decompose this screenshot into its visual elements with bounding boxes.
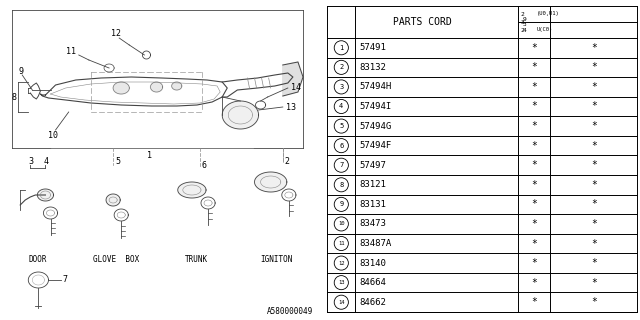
Text: 57497: 57497: [360, 161, 387, 170]
Text: *: *: [531, 258, 538, 268]
Text: 13: 13: [286, 102, 296, 111]
Polygon shape: [150, 82, 163, 92]
Polygon shape: [37, 189, 54, 201]
Text: *: *: [591, 238, 596, 249]
Text: 7: 7: [339, 162, 344, 168]
Text: 83131: 83131: [360, 200, 387, 209]
Text: *: *: [591, 297, 596, 307]
Text: *: *: [591, 141, 596, 151]
Text: 3: 3: [28, 157, 33, 166]
Text: 83487A: 83487A: [360, 239, 392, 248]
Text: 3: 3: [339, 84, 344, 90]
Text: IGNITON: IGNITON: [260, 255, 293, 265]
Text: 9: 9: [18, 68, 23, 76]
Text: *: *: [591, 199, 596, 209]
Polygon shape: [106, 194, 120, 206]
Text: 9: 9: [339, 201, 344, 207]
Text: U(C0): U(C0): [536, 28, 553, 33]
Text: 12: 12: [338, 260, 344, 266]
Text: 2: 2: [285, 157, 290, 166]
Text: *: *: [591, 82, 596, 92]
Text: *: *: [531, 101, 538, 111]
Text: 83140: 83140: [360, 259, 387, 268]
Text: 3: 3: [520, 20, 524, 25]
Text: *: *: [591, 278, 596, 288]
Text: PARTS CORD: PARTS CORD: [394, 17, 452, 27]
Text: 14: 14: [291, 83, 301, 92]
Polygon shape: [172, 82, 182, 90]
Text: 10: 10: [338, 221, 344, 227]
Polygon shape: [113, 82, 129, 94]
Text: *: *: [591, 258, 596, 268]
Text: *: *: [531, 43, 538, 53]
Text: 2: 2: [520, 28, 524, 33]
Text: A580000049: A580000049: [267, 307, 313, 316]
Text: *: *: [531, 219, 538, 229]
Text: 6: 6: [339, 143, 344, 149]
Text: *: *: [531, 62, 538, 72]
Text: 13: 13: [338, 280, 344, 285]
Text: 1: 1: [339, 45, 344, 51]
Text: *: *: [531, 238, 538, 249]
Text: TRUNK: TRUNK: [185, 255, 208, 265]
Text: 57494F: 57494F: [360, 141, 392, 150]
Text: *: *: [591, 219, 596, 229]
Text: *: *: [591, 160, 596, 170]
Text: 11: 11: [338, 241, 344, 246]
Text: GLOVE  BOX: GLOVE BOX: [93, 255, 139, 265]
Text: 83132: 83132: [360, 63, 387, 72]
Text: 7: 7: [63, 276, 68, 284]
Polygon shape: [222, 101, 259, 129]
Text: *: *: [531, 141, 538, 151]
Text: 84664: 84664: [360, 278, 387, 287]
Text: (U0,U1): (U0,U1): [536, 12, 559, 17]
Polygon shape: [255, 172, 287, 192]
Text: 4: 4: [44, 157, 49, 166]
Text: 10: 10: [49, 131, 58, 140]
Text: *: *: [531, 180, 538, 190]
Text: *: *: [591, 101, 596, 111]
Text: DOOR: DOOR: [28, 255, 47, 265]
Text: 83121: 83121: [360, 180, 387, 189]
Text: *: *: [531, 82, 538, 92]
Text: 84662: 84662: [360, 298, 387, 307]
Text: *: *: [531, 297, 538, 307]
Text: 4: 4: [339, 103, 344, 109]
Text: *: *: [591, 62, 596, 72]
Text: *: *: [531, 121, 538, 131]
Text: *: *: [531, 160, 538, 170]
Text: 9
3: 9 3: [522, 17, 526, 27]
Text: 2: 2: [339, 64, 344, 70]
Text: 2: 2: [520, 12, 524, 17]
Text: 57491: 57491: [360, 43, 387, 52]
Text: *: *: [531, 278, 538, 288]
Text: 5: 5: [339, 123, 344, 129]
Text: 57494G: 57494G: [360, 122, 392, 131]
Text: 14: 14: [338, 300, 344, 305]
Text: 6: 6: [202, 161, 207, 170]
Polygon shape: [283, 62, 303, 96]
Text: *: *: [591, 43, 596, 53]
Text: 5: 5: [115, 157, 120, 166]
Text: *: *: [591, 121, 596, 131]
Text: 8: 8: [339, 182, 344, 188]
Text: 57494H: 57494H: [360, 83, 392, 92]
Text: 12: 12: [111, 29, 121, 38]
Text: 1: 1: [147, 150, 152, 159]
Text: 11: 11: [66, 47, 76, 57]
Text: 4: 4: [522, 28, 526, 33]
Text: 83473: 83473: [360, 220, 387, 228]
Text: 8: 8: [12, 92, 17, 101]
Text: *: *: [591, 180, 596, 190]
Text: *: *: [531, 199, 538, 209]
Polygon shape: [178, 182, 206, 198]
Text: 57494I: 57494I: [360, 102, 392, 111]
